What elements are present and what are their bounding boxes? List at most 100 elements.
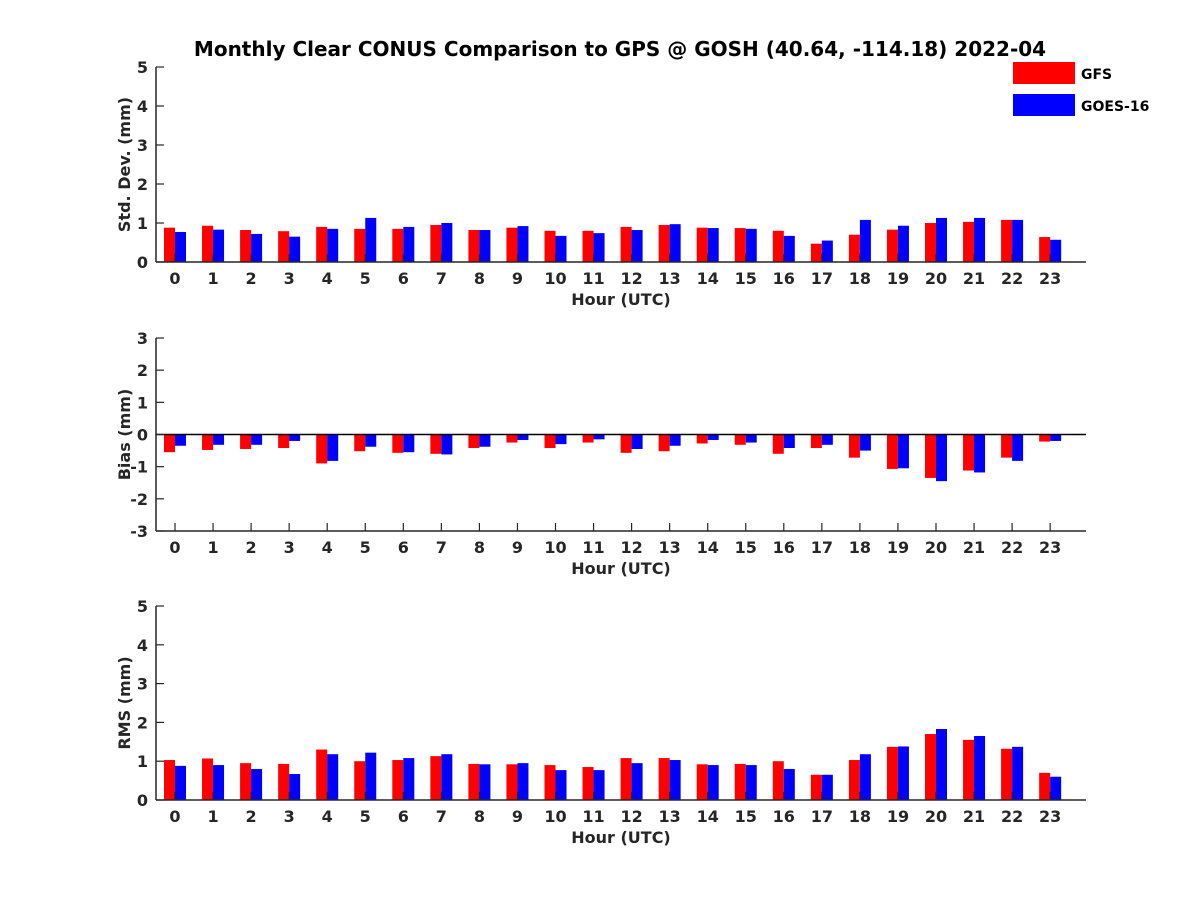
rms-xtick-label: 5 (360, 807, 371, 826)
rms-bar-gfs-h11 (582, 767, 594, 800)
rms-bar-goes16-h10 (555, 770, 567, 800)
rms-bar-goes16-h3 (289, 774, 301, 800)
std-dev-bar-goes16-h18 (859, 219, 871, 262)
bias-bar-goes16-h20 (936, 434, 947, 482)
std-dev-xtick-label: 17 (811, 269, 833, 288)
std-dev-bar-goes16-h23 (1050, 239, 1062, 262)
rms-xtick-label: 3 (284, 807, 295, 826)
std-dev-bar-gfs-h6 (392, 228, 404, 262)
std-dev-bar-gfs-h0 (164, 227, 175, 262)
bias-bar-goes16-h15 (745, 434, 757, 443)
bias-bar-gfs-h2 (240, 434, 252, 449)
bias-bar-gfs-h5 (354, 434, 366, 452)
bias-xtick-label: 23 (1039, 538, 1061, 557)
std-dev-bar-gfs-h1 (202, 225, 214, 262)
rms-bar-goes16-h15 (745, 765, 757, 800)
rms-bar-gfs-h1 (202, 758, 214, 800)
bias-xtick-label: 4 (322, 538, 333, 557)
rms-xtick-label: 6 (398, 807, 409, 826)
bias-bar-gfs-h10 (544, 434, 556, 449)
rms-bar-goes16-h11 (593, 770, 605, 800)
rms-bar-goes16-h19 (897, 746, 909, 800)
bias-xtick-label: 11 (582, 538, 604, 557)
std-dev-bar-gfs-h19 (886, 229, 898, 262)
std-dev-bar-gfs-h20 (925, 223, 936, 262)
rms-xtick-label: 23 (1039, 807, 1061, 826)
bias-xtick-label: 1 (207, 538, 218, 557)
bias-bar-goes16-h6 (403, 434, 415, 453)
rms-bar-gfs-h7 (430, 756, 442, 800)
bias-xtick-label: 3 (284, 538, 295, 557)
std-dev-xtick-label: 6 (398, 269, 409, 288)
bias-xtick-label: 21 (963, 538, 985, 557)
bias-xtick-label: 16 (773, 538, 795, 557)
std-dev-bar-goes16-h7 (441, 223, 453, 262)
rms-bar-goes16-h17 (821, 774, 833, 800)
rms-xtick-label: 0 (169, 807, 180, 826)
std-dev-bar-gfs-h2 (240, 230, 252, 262)
rms-bar-gfs-h22 (1001, 748, 1013, 800)
rms-bar-gfs-h3 (278, 763, 290, 800)
std-dev-bar-goes16-h8 (479, 230, 491, 262)
rms-bar-gfs-h2 (240, 763, 252, 800)
bias-bar-goes16-h13 (669, 434, 681, 446)
bias-bar-goes16-h1 (213, 434, 225, 445)
rms-bar-goes16-h0 (175, 765, 186, 800)
rms-bar-gfs-h8 (468, 763, 480, 800)
std-dev-bar-goes16-h22 (1012, 219, 1024, 262)
std-dev-bar-goes16-h9 (517, 226, 529, 262)
bias-bar-goes16-h23 (1050, 434, 1062, 441)
rms-xtick-label: 4 (322, 807, 333, 826)
std-dev-ylabel: Std. Dev. (mm) (115, 97, 134, 232)
rms-bar-goes16-h4 (327, 754, 339, 800)
rms-bar-goes16-h16 (783, 768, 795, 800)
bias-xtick-label: 8 (474, 538, 485, 557)
rms-bar-goes16-h5 (365, 752, 377, 800)
rms-bar-goes16-h12 (631, 763, 643, 800)
bias-ytick-label: 2 (137, 361, 148, 380)
rms-bar-goes16-h9 (517, 763, 529, 800)
std-dev-bar-goes16-h16 (783, 235, 795, 262)
bias-bar-goes16-h18 (859, 434, 871, 451)
rms-xtick-label: 12 (620, 807, 642, 826)
bias-bar-gfs-h19 (886, 434, 898, 469)
std-dev-bar-gfs-h13 (658, 224, 670, 262)
std-dev-ytick-label: 2 (137, 175, 148, 194)
bias-bar-gfs-h0 (164, 434, 175, 453)
bias-bar-gfs-h18 (848, 434, 860, 458)
std-dev-bar-gfs-h14 (696, 227, 708, 262)
std-dev-bar-gfs-h4 (316, 226, 328, 262)
std-dev-bar-gfs-h11 (582, 230, 594, 262)
rms-xtick-label: 21 (963, 807, 985, 826)
rms-bar-gfs-h18 (848, 760, 860, 800)
rms-xtick-label: 17 (811, 807, 833, 826)
std-dev-xtick-label: 22 (1001, 269, 1023, 288)
std-dev-xtick-label: 12 (620, 269, 642, 288)
std-dev-bar-goes16-h3 (289, 236, 301, 262)
bias-bar-goes16-h17 (821, 434, 833, 445)
bias-bar-goes16-h11 (593, 434, 605, 440)
bias-bar-gfs-h6 (392, 434, 404, 453)
bias-xtick-label: 19 (887, 538, 909, 557)
rms-xtick-label: 1 (207, 807, 218, 826)
std-dev-bar-goes16-h19 (897, 225, 909, 262)
std-dev-ytick-label: 0 (137, 253, 148, 272)
bias-bar-gfs-h8 (468, 434, 480, 449)
std-dev-bar-gfs-h15 (734, 228, 746, 262)
rms-xtick-label: 8 (474, 807, 485, 826)
std-dev-bar-goes16-h0 (175, 231, 186, 262)
rms-bar-gfs-h15 (734, 763, 746, 800)
rms-xlabel: Hour (UTC) (571, 828, 671, 847)
bias-bar-gfs-h4 (316, 434, 328, 464)
std-dev-bar-gfs-h17 (810, 243, 822, 262)
std-dev-xtick-label: 1 (207, 269, 218, 288)
std-dev-bar-goes16-h2 (251, 233, 263, 262)
bias-bar-gfs-h11 (582, 434, 594, 443)
std-dev-ytick-label: 1 (137, 214, 148, 233)
std-dev-bar-goes16-h13 (669, 224, 681, 262)
legend-swatch-goes16 (1013, 94, 1075, 116)
rms-bar-gfs-h10 (544, 765, 556, 800)
bias-bar-gfs-h12 (620, 434, 632, 453)
bias-xtick-label: 0 (169, 538, 180, 557)
legend-label-gfs: GFS (1081, 67, 1112, 83)
